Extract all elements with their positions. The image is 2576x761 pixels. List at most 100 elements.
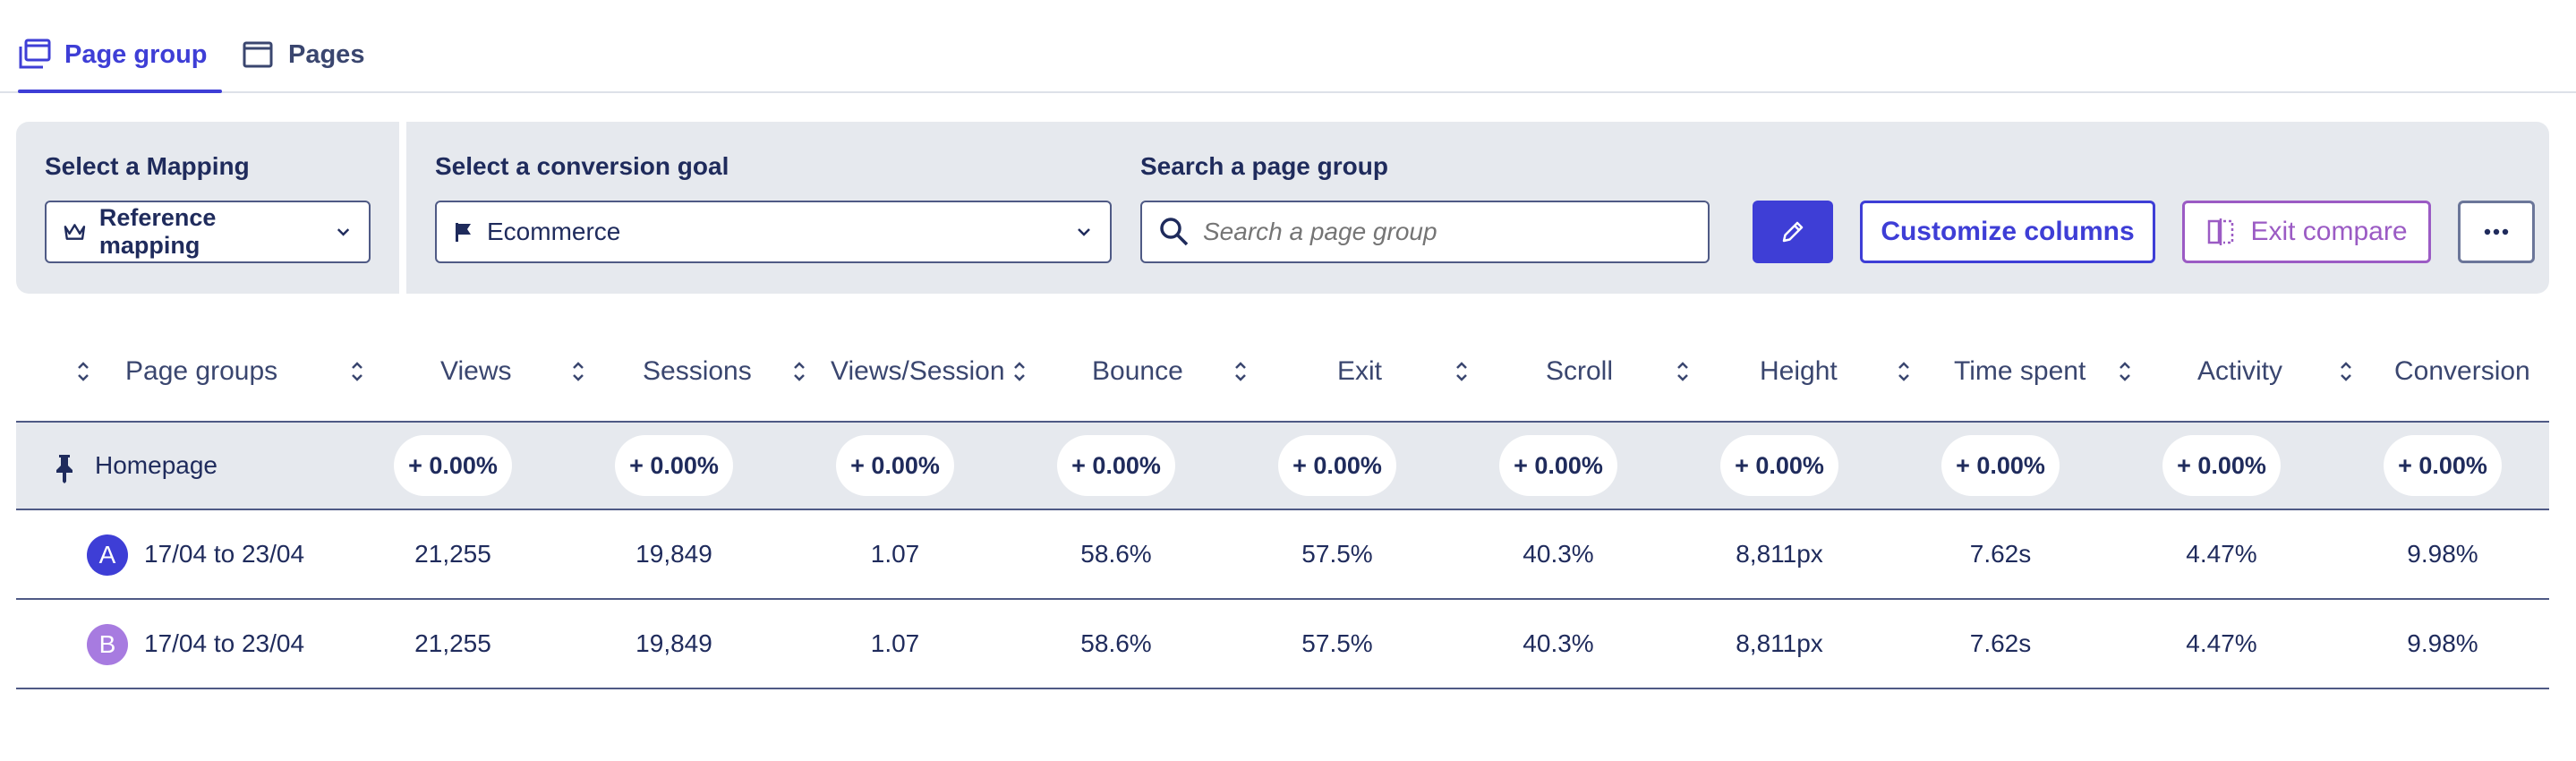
delta-pill: + 0.00%	[1278, 435, 1396, 496]
delta-cell: + 0.00%	[1009, 423, 1224, 509]
column-header-exit[interactable]: Exit	[1337, 322, 1382, 421]
views-cell: 21,255	[414, 540, 491, 568]
column-header-bounce[interactable]: Bounce	[1092, 322, 1183, 421]
sort-icon[interactable]	[1452, 358, 1471, 385]
page-group-row-homepage[interactable]: Homepage + 0.00% + 0.00% + 0.00% + 0.00%…	[16, 421, 2549, 510]
mapping-select[interactable]: Reference mapping	[45, 201, 371, 263]
conversion-cell: 9.98%	[2407, 629, 2478, 657]
mapping-value: Reference mapping	[98, 204, 217, 259]
delta-cell: + 0.00%	[345, 423, 560, 509]
delta-pill: + 0.00%	[1941, 435, 2060, 496]
sort-icon[interactable]	[1231, 358, 1250, 385]
tab-page-group[interactable]: Page group	[18, 36, 221, 93]
sort-icon[interactable]	[1894, 358, 1914, 385]
sort-icon[interactable]	[2115, 358, 2135, 385]
table-row: A 17/04 to 23/04 21,255 19,849 1.07 58.6…	[16, 510, 2549, 600]
exit-compare-label: Exit compare	[2250, 217, 2408, 246]
period-b-badge: B	[87, 624, 128, 665]
exit-cell: 57.5%	[1301, 629, 1373, 657]
period-label: 17/04 to 23/04	[144, 629, 305, 657]
search-input[interactable]	[1203, 218, 1686, 246]
delta-cell: + 0.00%	[567, 423, 781, 509]
search-box[interactable]	[1140, 201, 1710, 263]
chevron-down-icon	[1078, 228, 1090, 236]
sort-icon[interactable]	[1673, 358, 1693, 385]
page-icon	[243, 41, 273, 68]
crown-icon	[64, 224, 86, 240]
table-row: B 17/04 to 23/04 21,255 19,849 1.07 58.6…	[16, 600, 2549, 689]
pencil-icon	[1782, 221, 1804, 243]
exit-cell: 57.5%	[1301, 540, 1373, 568]
goal-search-panel: Select a conversion goal Ecommerce Searc…	[406, 122, 2549, 294]
search-icon	[1160, 218, 1189, 246]
sessions-cell: 19,849	[635, 629, 712, 657]
customize-columns-button[interactable]: Customize columns	[1860, 201, 2155, 263]
edit-button[interactable]	[1753, 201, 1833, 263]
delta-pill: + 0.00%	[2384, 435, 2502, 496]
delta-cell: + 0.00%	[1672, 423, 1887, 509]
sessions-cell: 19,849	[635, 540, 712, 568]
column-label: Sessions	[643, 356, 752, 386]
column-label: Scroll	[1546, 356, 1614, 386]
tab-page-group-label: Page group	[64, 40, 208, 69]
column-header-views[interactable]: Views	[440, 322, 511, 421]
column-header-time-spent[interactable]: Time spent	[1954, 322, 2086, 421]
column-label: Exit	[1337, 356, 1383, 386]
conversion-goal-select[interactable]: Ecommerce	[435, 201, 1112, 263]
delta-pill: + 0.00%	[1499, 435, 1617, 496]
delta-pill: + 0.00%	[615, 435, 733, 496]
sort-icon[interactable]	[347, 358, 367, 385]
column-header-scroll[interactable]: Scroll	[1546, 322, 1613, 421]
more-options-button[interactable]	[2458, 201, 2535, 263]
column-label: Views	[440, 356, 512, 386]
column-header-sessions[interactable]: Sessions	[643, 322, 752, 421]
delta-pill: + 0.00%	[2162, 435, 2281, 496]
views-session-cell: 1.07	[870, 629, 920, 657]
sort-icon[interactable]	[2336, 358, 2356, 385]
column-label: Conversion	[2394, 356, 2530, 386]
delta-cell: + 0.00%	[1893, 423, 2108, 509]
period-a-badge: A	[87, 534, 128, 576]
activity-cell: 4.47%	[2186, 629, 2257, 657]
pin-icon[interactable]	[52, 453, 77, 483]
sort-icon[interactable]	[73, 358, 93, 385]
view-tabs: Page group Pages	[0, 0, 2576, 93]
goal-label: Select a conversion goal	[435, 152, 729, 180]
goal-value: Ecommerce	[487, 218, 621, 245]
column-label: Bounce	[1092, 356, 1183, 386]
activity-cell: 4.47%	[2186, 540, 2257, 568]
bounce-cell: 58.6%	[1080, 629, 1152, 657]
flag-icon	[456, 223, 471, 242]
column-label: Activity	[2197, 356, 2283, 386]
tab-pages-label: Pages	[288, 40, 365, 69]
customize-columns-label: Customize columns	[1881, 217, 2135, 246]
column-header-height[interactable]: Height	[1760, 322, 1838, 421]
height-cell: 8,811px	[1736, 629, 1823, 657]
period-label: 17/04 to 23/04	[144, 540, 305, 568]
sort-icon[interactable]	[1010, 358, 1029, 385]
mapping-panel: Select a Mapping Reference mapping	[16, 122, 399, 294]
sort-icon[interactable]	[789, 358, 809, 385]
column-header-conversion[interactable]: Conversion	[2394, 322, 2530, 421]
delta-cell: + 0.00%	[1451, 423, 1666, 509]
column-header-views-session[interactable]: Views/Session	[831, 322, 1005, 421]
conversion-cell: 9.98%	[2407, 540, 2478, 568]
table-header: Page groups Views Sessions Views/Session…	[16, 322, 2549, 421]
chevron-down-icon	[337, 228, 350, 236]
sort-icon[interactable]	[568, 358, 588, 385]
delta-pill: + 0.00%	[1720, 435, 1838, 496]
column-label: Views/Session	[831, 356, 1005, 386]
time-spent-cell: 7.62s	[1969, 540, 2032, 568]
page-group-icon	[19, 38, 51, 69]
compare-icon	[2208, 218, 2234, 245]
delta-cell: + 0.00%	[2335, 423, 2550, 509]
column-label: Time spent	[1954, 356, 2086, 386]
more-icon	[2484, 228, 2509, 235]
tab-pages[interactable]: Pages	[242, 36, 364, 91]
column-header-page-groups[interactable]: Page groups	[125, 322, 277, 421]
column-header-activity[interactable]: Activity	[2197, 322, 2282, 421]
filter-bar: Select a Mapping Reference mapping Selec…	[16, 122, 2549, 294]
exit-compare-button[interactable]: Exit compare	[2182, 201, 2431, 263]
column-label: Height	[1760, 356, 1838, 386]
delta-pill: + 0.00%	[1057, 435, 1175, 496]
